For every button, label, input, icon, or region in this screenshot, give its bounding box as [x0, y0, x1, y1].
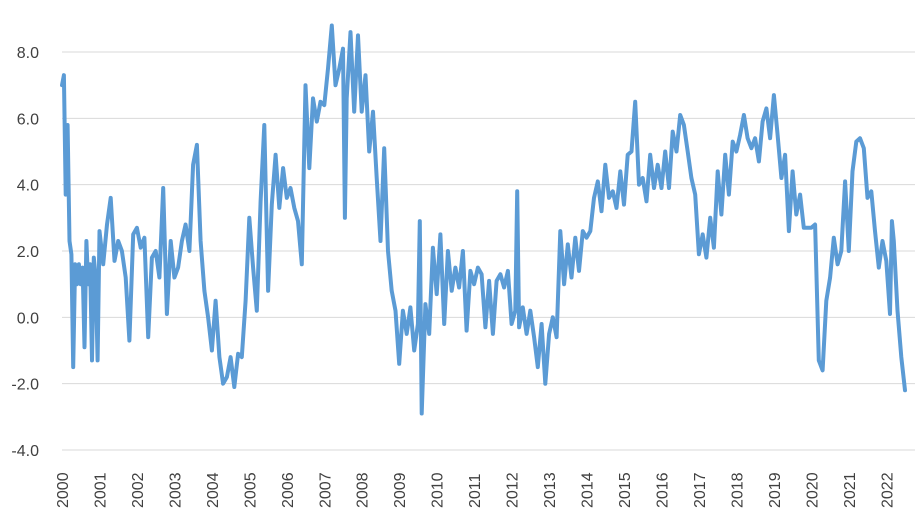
x-tick-label: 2005: [242, 472, 259, 508]
x-tick-label: 2016: [654, 472, 671, 508]
y-tick-label: 0.0: [17, 310, 39, 327]
y-tick-label: 2.0: [17, 244, 39, 261]
x-tick-label: 2019: [767, 472, 784, 508]
x-tick-label: 2011: [467, 473, 484, 508]
series-line: [60, 23, 907, 416]
x-tick-label: 2013: [542, 472, 559, 508]
gridlines: [62, 51, 915, 451]
y-axis-tick-labels: 8.0 6.0 4.0 2.0 0.0 -2.0 -4.0: [11, 45, 39, 460]
y-tick-label: 8.0: [17, 45, 39, 62]
x-tick-label: 2000: [55, 472, 72, 508]
x-tick-label: 2015: [617, 472, 634, 508]
x-tick-label: 2017: [692, 472, 709, 508]
x-tick-label: 2014: [580, 472, 597, 508]
y-tick-label: -2.0: [11, 377, 39, 394]
x-tick-label: 2003: [167, 472, 184, 508]
x-tick-label: 2021: [842, 472, 859, 508]
series-group: [60, 23, 907, 416]
y-tick-label: 6.0: [17, 111, 39, 128]
x-tick-label: 2002: [130, 472, 147, 508]
x-tick-label: 2010: [430, 472, 447, 508]
x-tick-label: 2008: [355, 472, 372, 508]
x-tick-label: 2007: [317, 472, 334, 508]
y-tick-label: -4.0: [11, 443, 39, 460]
x-tick-label: 2022: [879, 472, 896, 508]
x-tick-label: 2012: [505, 472, 522, 508]
x-tick-label: 2006: [280, 472, 297, 508]
x-tick-label: 2004: [205, 472, 222, 508]
x-tick-label: 2018: [729, 472, 746, 508]
x-axis-tick-labels: 2000 2001 2002 2003 2004 2005 2006 2007 2008 2009…: [55, 472, 896, 508]
x-tick-label: 2020: [804, 472, 821, 508]
x-tick-label: 2009: [392, 472, 409, 508]
x-tick-label: 2001: [92, 472, 109, 508]
y-tick-label: 4.0: [17, 178, 39, 195]
